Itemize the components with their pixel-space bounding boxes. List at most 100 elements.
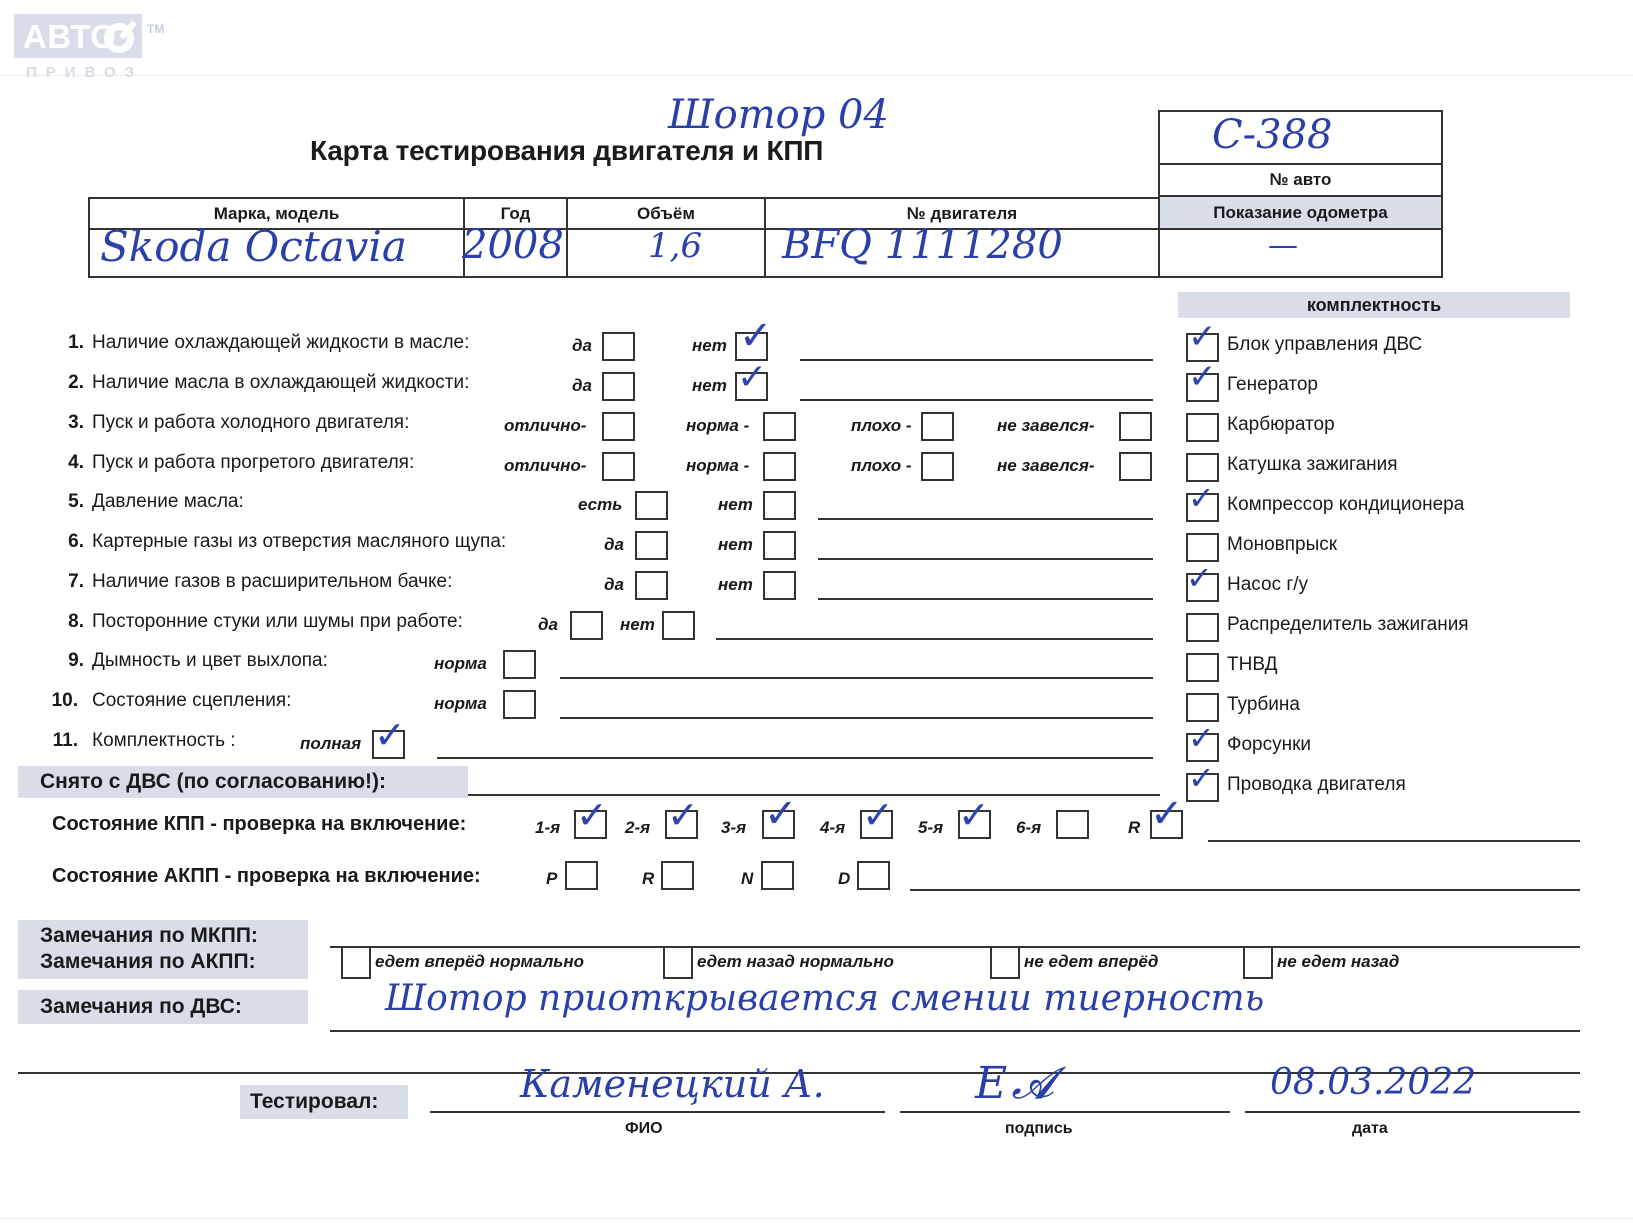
option-label-full: полная [300, 734, 362, 753]
completeness-checkbox[interactable] [1186, 533, 1219, 562]
completeness-item[interactable]: ✓ Насос г/у [1186, 562, 1576, 609]
option-label-nostart: не завелся- [997, 416, 1095, 435]
checkbox-excellent[interactable] [602, 412, 635, 441]
avtoprivoz-logo: АВТО TM ПРИВОЗ [14, 14, 164, 81]
item-number: 11. [52, 730, 78, 751]
checkbox-yes[interactable] [602, 372, 635, 401]
akpp-checkbox-p[interactable] [565, 861, 598, 890]
gear-checkbox-4[interactable] [860, 810, 893, 839]
akpp-label-d: D [838, 869, 851, 888]
completeness-item[interactable]: ✓ Блок управления ДВС [1186, 320, 1576, 369]
checkbox-excellent[interactable] [602, 452, 635, 481]
completeness-checkbox[interactable] [1186, 613, 1219, 642]
akpp-label-r: R [642, 869, 655, 888]
akpp-remark-checkbox-reverse-ok[interactable] [663, 946, 693, 979]
gear-checkbox-1[interactable] [574, 810, 607, 839]
option-label-bad: плохо - [851, 456, 912, 475]
completeness-item[interactable]: Распределитель зажигания [1186, 610, 1576, 649]
akpp-remark-checkbox-no-forward[interactable] [990, 946, 1020, 979]
akpp-checkbox-n[interactable] [761, 861, 794, 890]
checkbox-yes[interactable] [635, 531, 668, 560]
completeness-checkbox[interactable] [1186, 693, 1219, 722]
write-in-line [716, 638, 1153, 640]
completeness-checkbox[interactable] [1186, 773, 1219, 802]
completeness-checkbox[interactable] [1186, 573, 1219, 602]
gear-checkbox-2[interactable] [665, 810, 698, 839]
completeness-item[interactable]: ТНВД [1186, 650, 1576, 689]
checkbox-full[interactable] [372, 730, 405, 759]
completeness-item[interactable]: ✓ Форсунки [1186, 722, 1576, 769]
checkbox-yes[interactable] [570, 611, 603, 640]
completeness-checkbox[interactable] [1186, 413, 1219, 442]
gear-label-3: 3-я [721, 818, 747, 837]
checkbox-no[interactable] [763, 531, 796, 560]
checkbox-no[interactable] [763, 571, 796, 600]
checkbox-no[interactable] [735, 372, 768, 401]
gear-label-1: 1-я [535, 818, 561, 837]
checkbox-no[interactable] [662, 611, 695, 640]
completeness-checkbox[interactable] [1186, 653, 1219, 682]
checkbox-present[interactable] [635, 491, 668, 520]
option-label-normal: норма [434, 694, 487, 713]
value-volume: 1,6 [648, 226, 703, 266]
completeness-checkbox[interactable] [1186, 373, 1219, 402]
completeness-item[interactable]: Катушка зажигания [1186, 450, 1576, 489]
gear-label-4: 4-я [820, 818, 846, 837]
item-label: Комплектность : [92, 730, 236, 751]
checkbox-normal[interactable] [503, 650, 536, 679]
checkbox-nostart[interactable] [1119, 452, 1152, 481]
checkbox-absent[interactable] [763, 491, 796, 520]
gear-checkbox-r[interactable] [1150, 810, 1183, 839]
item-number: 6. [68, 531, 84, 552]
checklist-row: 8. Посторонние стуки или шумы при работе… [0, 611, 1160, 651]
akpp-checkbox-r[interactable] [661, 861, 694, 890]
akpp-remark-label-reverse-ok: едет назад нормально [697, 952, 894, 971]
completeness-item[interactable]: Моновпрыск [1186, 530, 1576, 569]
akpp-checkbox-d[interactable] [857, 861, 890, 890]
scan-artifact-line [0, 1218, 1633, 1219]
checkbox-yes[interactable] [635, 571, 668, 600]
odometer-label: Показание одометра [1158, 197, 1443, 230]
checkbox-no[interactable] [735, 332, 768, 361]
completeness-item[interactable]: ✓ Проводка двигателя [1186, 762, 1576, 809]
completeness-label: Блок управления ДВС [1227, 334, 1423, 355]
checkbox-normal[interactable] [503, 690, 536, 719]
gear-checkbox-3[interactable] [762, 810, 795, 839]
checklist-row: 9. Дымность и цвет выхлопа: норма [0, 650, 1160, 690]
item-number: 2. [68, 372, 84, 393]
write-in-line [818, 518, 1153, 520]
akpp-remark-checkbox-no-reverse[interactable] [1243, 946, 1273, 979]
auto-number-box [1158, 110, 1443, 165]
completeness-item[interactable]: ✓ Компрессор кондиционера [1186, 482, 1576, 529]
checkbox-normal[interactable] [763, 412, 796, 441]
caption-fio: ФИО [625, 1120, 663, 1137]
completeness-label: Генератор [1227, 374, 1318, 395]
auto-number-value: С-388 [1212, 112, 1333, 158]
gear-checkbox-6[interactable] [1056, 810, 1089, 839]
checkbox-yes[interactable] [602, 332, 635, 361]
checkbox-bad[interactable] [921, 452, 954, 481]
gear-checkbox-5[interactable] [958, 810, 991, 839]
checkbox-normal[interactable] [763, 452, 796, 481]
completeness-item[interactable]: ✓ Генератор [1186, 360, 1576, 409]
option-label-yes: да [604, 575, 624, 594]
completeness-checkbox[interactable] [1186, 493, 1219, 522]
completeness-checkbox[interactable] [1186, 733, 1219, 762]
signature-line [900, 1111, 1230, 1113]
completeness-checkbox[interactable] [1186, 453, 1219, 482]
checkbox-bad[interactable] [921, 412, 954, 441]
option-label-yes: да [538, 615, 558, 634]
item-number: 3. [68, 412, 84, 433]
completeness-checkbox[interactable] [1186, 333, 1219, 362]
checkbox-nostart[interactable] [1119, 412, 1152, 441]
write-in-line [560, 717, 1153, 719]
akpp-remark-checkbox-forward-ok[interactable] [341, 946, 371, 979]
completeness-item[interactable]: Карбюратор [1186, 410, 1576, 449]
completeness-item[interactable]: Турбина [1186, 690, 1576, 729]
option-label-no: нет [692, 376, 727, 395]
item-label: Пуск и работа прогретого двигателя: [92, 452, 415, 473]
gear-label-5: 5-я [918, 818, 944, 837]
akpp-label-p: P [546, 869, 558, 888]
option-label-excellent: отлично- [504, 456, 587, 475]
